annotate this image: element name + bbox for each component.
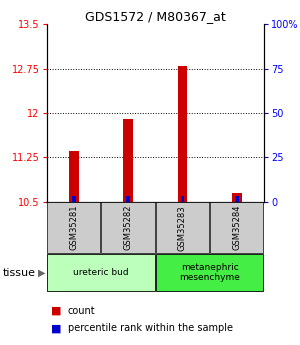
Text: metanephric
mesenchyme: metanephric mesenchyme: [179, 263, 240, 282]
Bar: [181, 197, 184, 202]
Bar: [47, 202, 100, 253]
Bar: [69, 151, 79, 202]
Text: ▶: ▶: [38, 268, 45, 277]
Text: GSM35281: GSM35281: [69, 205, 78, 250]
Bar: [126, 197, 130, 202]
Bar: [156, 202, 209, 253]
Text: percentile rank within the sample: percentile rank within the sample: [68, 324, 232, 333]
Text: GSM35282: GSM35282: [124, 205, 133, 250]
Text: ■: ■: [51, 324, 62, 333]
Bar: [235, 197, 239, 202]
Text: tissue: tissue: [3, 268, 36, 277]
Text: GSM35283: GSM35283: [178, 205, 187, 250]
Bar: [178, 66, 187, 202]
Bar: [123, 119, 133, 202]
Bar: [101, 202, 155, 253]
Bar: [232, 193, 242, 202]
Bar: [156, 254, 263, 291]
Text: ureteric bud: ureteric bud: [73, 268, 129, 277]
Bar: [210, 202, 263, 253]
Text: GSM35284: GSM35284: [232, 205, 241, 250]
Text: count: count: [68, 306, 95, 315]
Text: ■: ■: [51, 306, 62, 315]
Bar: [47, 254, 155, 291]
Bar: [72, 197, 76, 202]
Title: GDS1572 / M80367_at: GDS1572 / M80367_at: [85, 10, 226, 23]
